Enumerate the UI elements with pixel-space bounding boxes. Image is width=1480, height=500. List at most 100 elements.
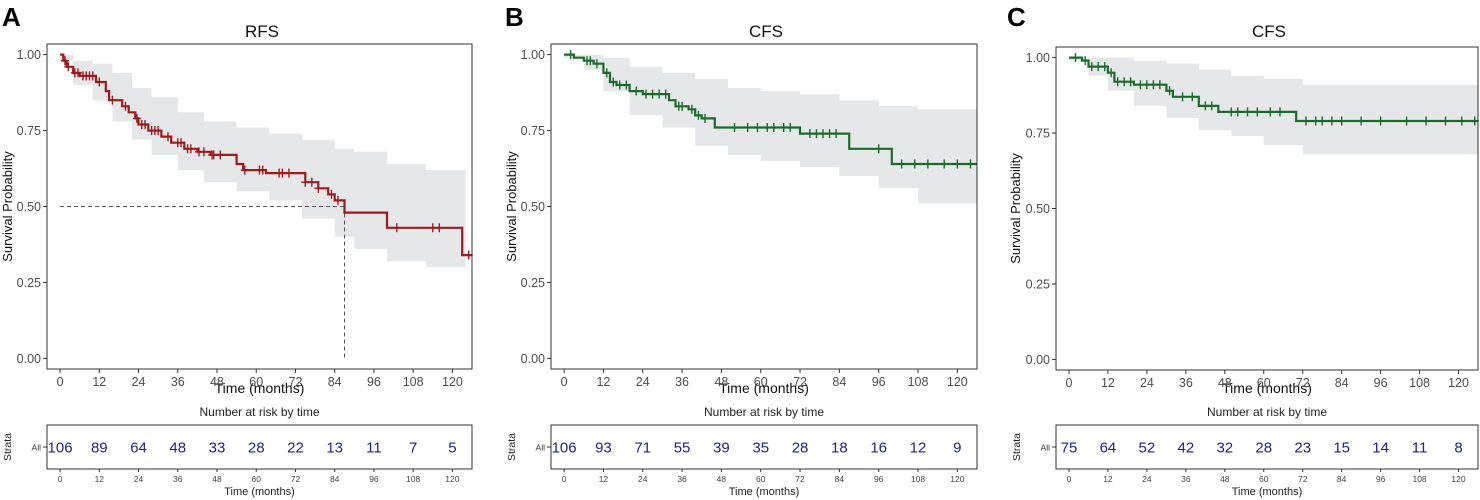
confidence-band: [1069, 57, 1478, 155]
y-tick-label: 0.25: [17, 276, 41, 290]
censor-mark: [216, 150, 225, 160]
risk-count: 11: [1412, 440, 1428, 457]
censor-mark: [1275, 107, 1284, 117]
x-tick-label: 120: [442, 375, 463, 389]
censor-mark: [730, 123, 739, 133]
risk-table: Number at risk by time Strata All 106 93 71 55…: [506, 405, 978, 498]
risk-table-x-tick-label: 120: [445, 474, 459, 484]
censor-mark: [132, 113, 141, 123]
risk-count: 9: [953, 440, 961, 457]
risk-count: 48: [169, 440, 186, 457]
risk-table-x-tick-label: 12: [599, 474, 609, 484]
censor-mark: [1470, 116, 1479, 126]
risk-table-x-tick-label: 12: [1103, 474, 1113, 484]
censor-mark: [141, 119, 150, 129]
risk-table-x-tick-label: 60: [1259, 474, 1269, 484]
censor-mark: [1155, 80, 1164, 90]
risk-count: 5: [448, 440, 456, 457]
censor-mark: [687, 104, 696, 114]
censor-mark: [435, 223, 444, 233]
censor-mark: [64, 62, 73, 72]
risk-table-title: Number at risk by time: [1207, 405, 1327, 419]
censor-mark: [95, 77, 104, 87]
risk-table-x-tick-label: 120: [1451, 474, 1465, 484]
risk-count: 33: [209, 440, 226, 457]
censor-mark: [1402, 116, 1411, 126]
censor-mark: [121, 101, 130, 111]
censor-mark: [897, 159, 906, 169]
risk-table-x-tick-label: 108: [1412, 474, 1426, 484]
risk-table-x-tick-label: 24: [638, 474, 648, 484]
y-tick-label: 0.00: [17, 352, 41, 366]
x-tick-label: 96: [367, 375, 381, 389]
risk-count: 11: [366, 440, 382, 457]
censor-mark: [874, 144, 883, 154]
censor-mark: [1253, 107, 1262, 117]
censor-mark: [1126, 77, 1135, 87]
y-tick-label: 0.50: [521, 200, 545, 214]
x-tick-label: 48: [1218, 376, 1232, 390]
censor-mark: [60, 56, 69, 66]
censor-mark: [258, 165, 267, 175]
risk-count: 89: [91, 440, 108, 457]
y-tick-label: 1.00: [1026, 51, 1050, 65]
x-tick-label: 120: [947, 375, 968, 389]
risk-table-x-tick-label: 36: [173, 474, 183, 484]
risk-table-x-tick-label: 60: [251, 474, 261, 484]
risk-table-x-tick-label: 48: [717, 474, 727, 484]
risk-table-row-label: All: [32, 443, 42, 453]
y-tick-label: 0.25: [521, 276, 545, 290]
censor-mark: [743, 123, 752, 133]
risk-table-x-tick-label: 120: [950, 474, 964, 484]
x-tick-label: 96: [1374, 376, 1388, 390]
censor-mark: [199, 147, 208, 157]
risk-table: Number at risk by time Strata All 106 89 64 48…: [2, 405, 473, 498]
censor-mark: [609, 77, 618, 87]
censor-mark: [333, 195, 342, 205]
censor-mark: [769, 123, 778, 133]
censor-mark: [74, 68, 83, 78]
risk-count: 39: [713, 440, 730, 457]
risk-count: 71: [634, 440, 651, 457]
x-axis-label: Time (months): [719, 380, 809, 396]
risk-table-x-tick-label: 24: [1142, 474, 1152, 484]
risk-table-x-tick-label: 84: [330, 474, 340, 484]
y-tick-label: 0.50: [1026, 202, 1050, 216]
risk-count: 7: [409, 440, 417, 457]
x-tick-label: 84: [1335, 376, 1349, 390]
risk-count: 55: [674, 440, 691, 457]
censor-mark: [1107, 68, 1116, 78]
x-tick-label: 36: [171, 375, 185, 389]
censor-mark: [163, 132, 172, 142]
risk-table-x-tick-label: 96: [874, 474, 884, 484]
risk-count: 15: [1333, 440, 1350, 457]
risk-count: 28: [248, 440, 265, 457]
censor-mark: [177, 138, 186, 148]
x-tick-label: 0: [57, 375, 64, 389]
y-tick-label: 1.00: [17, 48, 41, 62]
risk-table-strata-label: Strata: [1011, 433, 1023, 461]
x-tick-label: 0: [1066, 376, 1073, 390]
risk-count: 8: [1454, 440, 1462, 457]
censor-mark: [108, 95, 117, 105]
risk-count: 14: [1372, 440, 1389, 457]
risk-table-strata-label: Strata: [2, 433, 14, 461]
censor-mark: [307, 177, 316, 187]
censor-mark: [327, 189, 336, 199]
y-tick-label: 0.75: [17, 124, 41, 138]
censor-mark: [622, 80, 631, 90]
risk-count: 16: [870, 440, 887, 457]
risk-table-title: Number at risk by time: [199, 405, 319, 419]
risk-table-title: Number at risk by time: [704, 405, 824, 419]
censor-mark: [678, 101, 687, 111]
risk-count: 42: [1178, 440, 1195, 457]
censor-mark: [1422, 116, 1431, 126]
censor-mark: [314, 183, 323, 193]
x-tick-label: 72: [289, 375, 303, 389]
risk-table-x-tick-label: 60: [756, 474, 766, 484]
panel-letter: A: [2, 2, 21, 32]
x-tick-label: 72: [1296, 376, 1310, 390]
censor-mark: [1337, 116, 1346, 126]
y-axis-label: Survival Probability: [504, 151, 519, 262]
